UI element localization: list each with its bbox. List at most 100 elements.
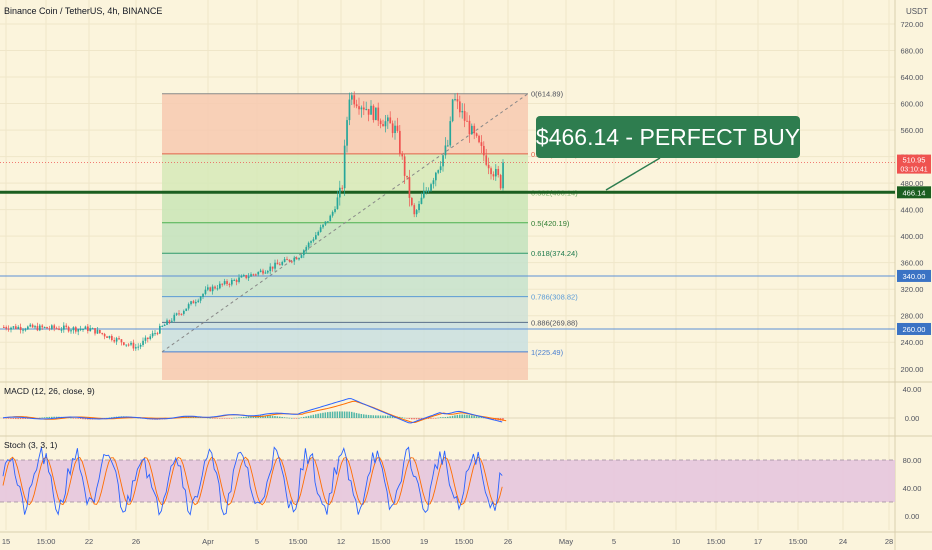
macd-histogram-bar	[327, 412, 329, 418]
callout-pointer	[605, 157, 661, 191]
macd-histogram-bar	[243, 416, 245, 418]
price-axis-label: 240.00	[901, 338, 924, 347]
macd-histogram-bar	[269, 415, 271, 418]
candle-body	[214, 286, 216, 289]
macd-histogram-bar	[406, 418, 408, 419]
candle-body	[327, 221, 329, 223]
candle-body	[178, 313, 180, 315]
price-axis-label: 640.00	[901, 73, 924, 82]
candle-body	[195, 301, 197, 304]
time-axis-label: May	[559, 537, 573, 546]
candle-body	[168, 320, 171, 322]
candle-body	[315, 235, 317, 240]
fib-extension-zone	[162, 351, 528, 380]
level-price-badge-text: 340.00	[903, 272, 926, 281]
macd-histogram-bar	[300, 417, 303, 418]
macd-histogram-bar	[430, 418, 432, 419]
candle-body	[331, 211, 334, 216]
macd-histogram-bar	[12, 418, 15, 419]
macd-histogram-bar	[7, 418, 10, 419]
candle-body	[87, 326, 89, 331]
macd-histogram-bar	[317, 413, 319, 418]
macd-histogram-bar	[276, 416, 279, 418]
macd-histogram-bar	[384, 415, 387, 418]
fibonacci-retracement[interactable]: 0(614.89)0.236(524.04)0.382(466.14)0.5(4…	[161, 90, 578, 380]
candle-body	[190, 301, 192, 305]
macd-histogram-bar	[478, 416, 480, 418]
callout-box	[536, 116, 800, 158]
candle-body	[442, 155, 444, 167]
macd-histogram-bar	[329, 411, 331, 418]
macd-histogram-bar	[235, 417, 238, 419]
candle-body	[384, 121, 387, 127]
fib-level-label: 0.886(269.88)	[531, 318, 578, 327]
candle-body	[238, 277, 240, 282]
macd-histogram-bar	[252, 416, 255, 418]
candle-body	[339, 187, 341, 198]
candle-body	[420, 197, 423, 204]
time-axis-label: 15:00	[707, 537, 726, 546]
macd-histogram-bar	[15, 418, 17, 420]
candle-body	[187, 304, 190, 309]
macd-histogram-bar	[502, 418, 504, 421]
time-axis-label: 22	[85, 537, 93, 546]
candle-body	[360, 107, 363, 110]
candle-body	[12, 326, 15, 328]
candle-body	[413, 205, 416, 215]
macd-histogram-bar	[463, 414, 466, 418]
callout[interactable]: $466.14 - PERFECT BUY	[536, 116, 800, 191]
macd-histogram-bar	[51, 416, 53, 418]
candle-body	[209, 287, 212, 292]
candle-body	[408, 177, 411, 198]
candle-body	[463, 111, 466, 121]
candle-body	[202, 293, 204, 297]
candle-body	[257, 272, 260, 275]
time-axis-label: 5	[612, 537, 616, 546]
candle-body	[252, 274, 255, 276]
candle-body	[175, 313, 178, 315]
candle-body	[487, 164, 490, 169]
macd-histogram-bar	[24, 418, 27, 419]
macd-histogram-bar	[264, 415, 267, 418]
time-axis[interactable]: 15 15:00 22 26 Apr 5 15:00 12 15:00 19 15:00 26 May 5…	[2, 537, 893, 546]
candle-body	[219, 283, 221, 289]
candle-body	[483, 145, 485, 156]
time-axis-label: 5	[255, 537, 259, 546]
price-axis[interactable]: 720.00680.00640.00600.00560.00520.00480.…	[897, 20, 931, 521]
macd-histogram-bar	[298, 417, 300, 419]
macd-signal-line	[6, 400, 507, 424]
candle-body	[120, 339, 123, 343]
candle-body	[171, 320, 173, 322]
macd-histogram-bar	[331, 411, 334, 418]
countdown-text: 03:10:41	[900, 167, 927, 174]
candle-body	[166, 320, 168, 325]
macd-histogram-bar	[418, 418, 420, 420]
candle-body	[379, 120, 382, 125]
time-axis-label: 17	[754, 537, 762, 546]
macd-histogram-bar	[305, 416, 307, 418]
macd-histogram-bar	[355, 413, 358, 418]
candle-body	[161, 325, 164, 327]
macd-histogram-bar	[17, 418, 19, 420]
fib-level-label: 0.5(420.19)	[531, 219, 570, 228]
macd-histogram-bar	[75, 418, 77, 419]
candle-body	[437, 170, 440, 173]
candle-body	[406, 175, 408, 178]
macd-histogram-bar	[43, 417, 46, 418]
macd-histogram-bar	[353, 412, 355, 418]
candle-body	[65, 325, 68, 327]
level-price-badge-text: 260.00	[903, 325, 926, 334]
macd-histogram-bar	[363, 414, 365, 418]
candle-body	[115, 338, 118, 342]
candle-body	[139, 344, 142, 347]
stoch-axis-label: 40.00	[903, 484, 922, 493]
candle-body	[478, 135, 480, 143]
macd-histogram-bar	[387, 415, 389, 418]
horizontal-lines[interactable]	[0, 162, 895, 330]
candle-body	[295, 257, 298, 260]
candle-body	[454, 99, 456, 101]
candle-body	[267, 271, 269, 273]
candle-body	[300, 255, 303, 258]
level-price-badge	[897, 322, 931, 335]
